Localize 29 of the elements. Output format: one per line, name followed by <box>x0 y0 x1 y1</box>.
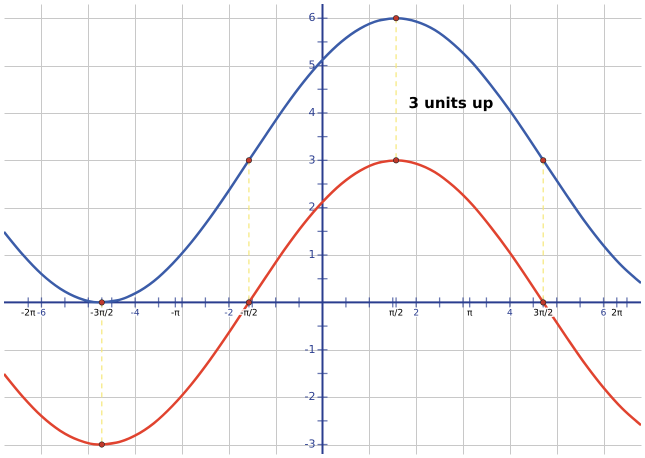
x-tick-label: π/2 <box>388 308 404 318</box>
point <box>246 299 252 306</box>
y-tick-label: 2 <box>308 200 316 214</box>
y-tick-label: 5 <box>308 58 316 72</box>
point <box>246 157 252 164</box>
y-tick-label: 6 <box>308 11 316 24</box>
x-tick-label: 2 <box>413 308 420 318</box>
x-tick-label: 6 <box>600 308 607 318</box>
point <box>540 299 546 306</box>
y-tick-label: -3 <box>304 438 316 451</box>
point <box>393 15 400 22</box>
point <box>393 157 400 164</box>
x-tick-label: 2π <box>611 308 623 318</box>
x-tick-label: π <box>466 308 473 318</box>
x-tick-label: -6 <box>36 308 46 318</box>
x-tick-label: -4 <box>130 308 140 318</box>
x-tick-label: -π <box>171 308 180 318</box>
y-tick-label: -2 <box>304 390 316 404</box>
point <box>98 441 105 448</box>
y-tick-label: 4 <box>308 106 316 119</box>
y-tick-label: 1 <box>308 248 316 262</box>
x-tick-label: 4 <box>506 308 513 318</box>
y-tick-label: -1 <box>304 342 316 356</box>
x-tick-label: -2 <box>224 308 234 318</box>
y-tick-label: 3 <box>308 153 316 166</box>
point <box>98 299 105 306</box>
annotation: 3 units up <box>408 94 494 112</box>
x-tick-label: -2π <box>21 308 36 318</box>
point <box>540 157 546 164</box>
